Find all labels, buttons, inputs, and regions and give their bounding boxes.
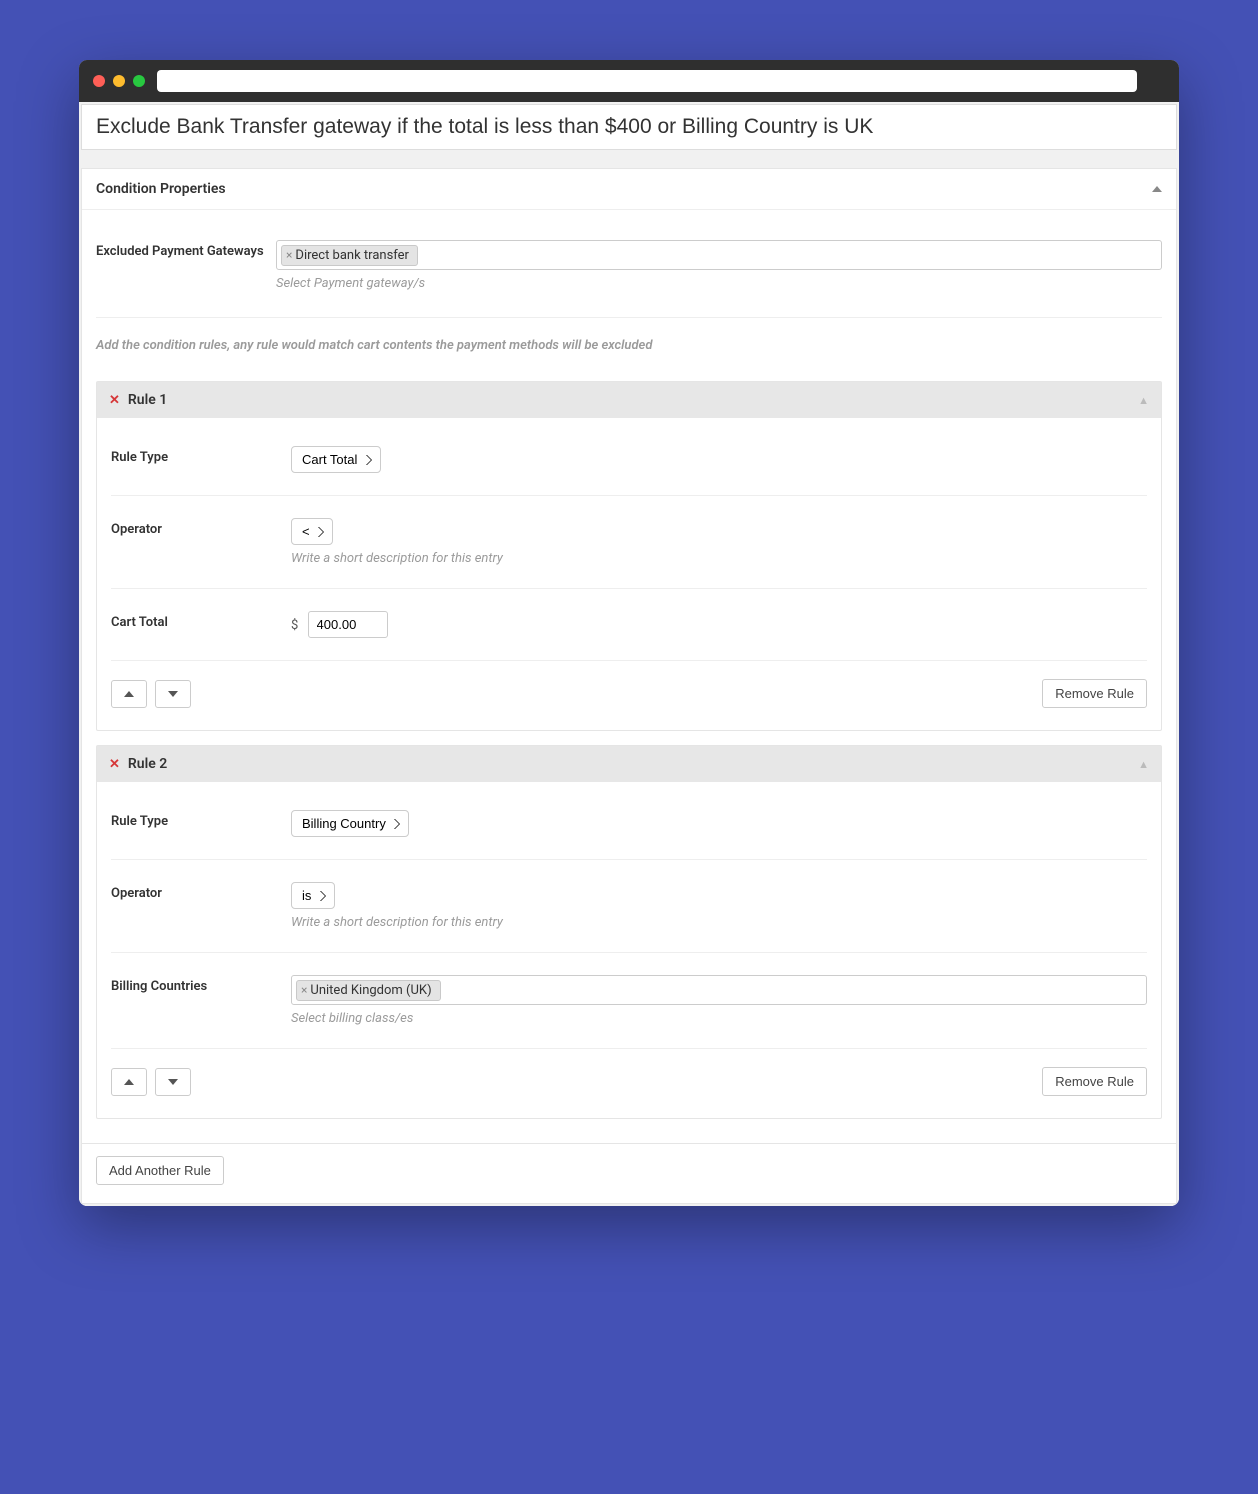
gateway-tag: × Direct bank transfer [281,245,418,266]
remove-tag-icon[interactable]: × [301,983,307,997]
rule-type-label: Rule Type [111,810,291,829]
country-tag-label: United Kingdom (UK) [310,983,431,998]
rule-2-operator-select[interactable]: is [291,882,335,909]
rule-collapse-icon: ▲ [1138,758,1149,771]
condition-panel-title: Condition Properties [96,181,226,197]
rule-2-operator-row: Operator is Write a short description fo… [111,860,1147,953]
rule-2-title: Rule 2 [128,756,167,772]
remove-rule-2-button[interactable]: Remove Rule [1042,1067,1147,1096]
move-rule-up-button[interactable] [111,1068,147,1096]
chevron-up-icon [124,691,134,697]
billing-countries-input[interactable]: × United Kingdom (UK) [291,975,1147,1005]
rule-2-countries-row: Billing Countries × United Kingdom (UK) … [111,953,1147,1049]
zoom-window-button[interactable] [133,75,145,87]
page-title-input[interactable] [81,104,1177,150]
chevron-down-icon [168,1079,178,1085]
close-window-button[interactable] [93,75,105,87]
rule-block-1: ✕ Rule 1 ▲ Rule Type Cart Total [96,381,1162,731]
rule-2-type-row: Rule Type Billing Country [111,788,1147,860]
condition-panel: Condition Properties Excluded Payment Ga… [81,168,1177,1144]
rule-2-header[interactable]: ✕ Rule 2 ▲ [97,746,1161,782]
chevron-up-icon [124,1079,134,1085]
rule-1-operator-select[interactable]: < [291,518,333,545]
remove-tag-icon[interactable]: × [286,248,292,262]
cart-total-label: Cart Total [111,611,291,630]
add-rule-button[interactable]: Add Another Rule [96,1156,224,1185]
rule-2-type-select[interactable]: Billing Country [291,810,409,837]
excluded-gateways-input[interactable]: × Direct bank transfer [276,240,1162,270]
country-tag: × United Kingdom (UK) [296,980,441,1001]
titlebar [79,60,1179,102]
rule-2-body: Rule Type Billing Country Operator [97,782,1161,1118]
cart-total-input[interactable] [308,611,388,638]
delete-rule-icon[interactable]: ✕ [109,393,120,408]
billing-countries-helper: Select billing class/es [291,1011,1147,1026]
move-rule-down-button[interactable] [155,1068,191,1096]
rule-1-type-row: Rule Type Cart Total [111,424,1147,496]
excluded-gateways-label: Excluded Payment Gateways [96,240,276,259]
rule-block-2: ✕ Rule 2 ▲ Rule Type Billing Country [96,745,1162,1119]
move-rule-up-button[interactable] [111,680,147,708]
excluded-gateways-helper: Select Payment gateway/s [276,276,1162,291]
excluded-gateways-row: Excluded Payment Gateways × Direct bank … [96,228,1162,318]
collapse-icon [1152,186,1162,192]
rule-1-title: Rule 1 [128,392,167,408]
operator-helper: Write a short description for this entry [291,551,1147,566]
remove-rule-1-button[interactable]: Remove Rule [1042,679,1147,708]
rule-2-footer: Remove Rule [111,1049,1147,1100]
gateway-tag-label: Direct bank transfer [295,248,409,263]
rule-1-type-select[interactable]: Cart Total [291,446,381,473]
operator-helper: Write a short description for this entry [291,915,1147,930]
operator-label: Operator [111,882,291,901]
window-controls [93,75,145,87]
rule-1-body: Rule Type Cart Total Operator [97,418,1161,730]
rule-1-operator-row: Operator < Write a short description for… [111,496,1147,589]
condition-panel-body: Excluded Payment Gateways × Direct bank … [82,210,1176,1143]
bottom-actions: Add Another Rule [81,1144,1177,1204]
rules-instruction: Add the condition rules, any rule would … [96,318,1162,381]
rule-1-footer: Remove Rule [111,661,1147,712]
rule-collapse-icon: ▲ [1138,394,1149,407]
url-bar[interactable] [157,70,1137,92]
chevron-down-icon [168,691,178,697]
delete-rule-icon[interactable]: ✕ [109,757,120,772]
content-area: Condition Properties Excluded Payment Ga… [79,102,1179,1206]
rule-type-label: Rule Type [111,446,291,465]
app-window: Condition Properties Excluded Payment Ga… [79,60,1179,1206]
currency-symbol: $ [291,618,298,633]
minimize-window-button[interactable] [113,75,125,87]
condition-panel-header[interactable]: Condition Properties [82,169,1176,210]
rule-1-amount-row: Cart Total $ [111,589,1147,661]
move-rule-down-button[interactable] [155,680,191,708]
operator-label: Operator [111,518,291,537]
rule-1-header[interactable]: ✕ Rule 1 ▲ [97,382,1161,418]
billing-countries-label: Billing Countries [111,975,291,994]
